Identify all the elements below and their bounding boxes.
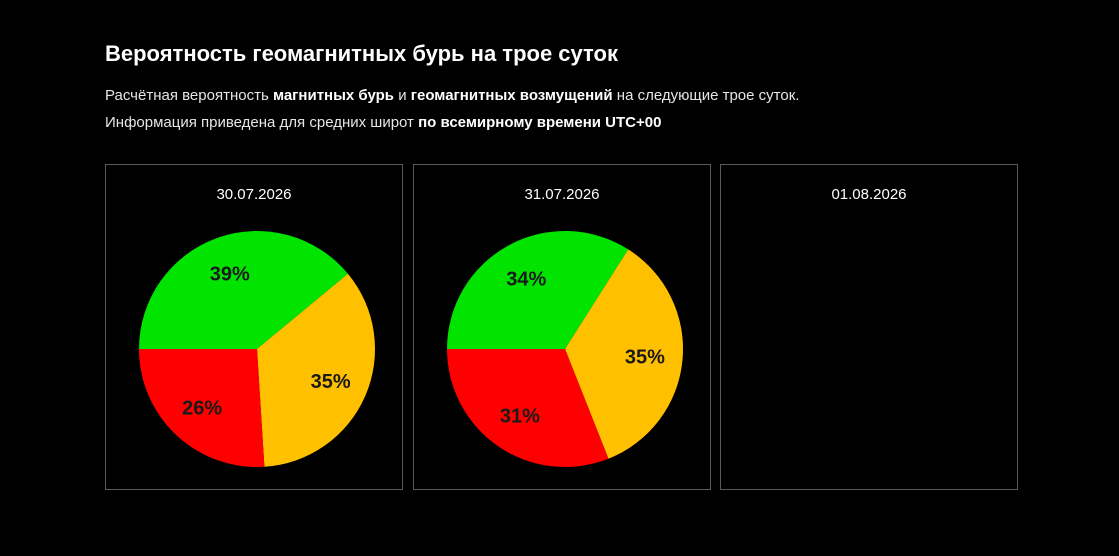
pie-slice-label: 26%: [182, 398, 222, 420]
pie-slice-label: 35%: [311, 371, 351, 393]
forecast-panel-day-2: 31.07.2026 34% 35% 31%: [413, 164, 711, 490]
pie-slice: [565, 249, 683, 459]
desc-text: Расчётная вероятность: [105, 87, 273, 104]
pie-slice-label: 31%: [500, 405, 540, 427]
pie-slice-label: 34%: [506, 269, 546, 291]
page-title: Вероятность геомагнитных бурь на трое су…: [105, 41, 618, 66]
desc-text: на следующие трое суток.: [612, 87, 800, 104]
desc-bold: по всемирному времени UTC+00: [418, 114, 662, 131]
pie-slice: [447, 349, 609, 467]
pie-chart: [721, 165, 1019, 491]
pie-slice: [257, 273, 376, 467]
pie-chart: 39% 35% 26%: [139, 230, 376, 468]
desc-bold: геомагнитных возмущений: [410, 87, 613, 104]
panel-date: 31.07.2026: [524, 186, 600, 203]
forecast-panel-day-1: 30.07.2026 39% 35% 26%: [105, 164, 403, 490]
header: Вероятность геомагнитных бурь на трое су…: [105, 40, 1020, 136]
pie-slice-label: 35%: [625, 347, 665, 369]
desc-text: Информация приведена для средних широт: [105, 114, 419, 131]
pie-slice-label: 39%: [210, 264, 250, 286]
pie-slice: [447, 230, 629, 349]
forecast-panel-day-3: 01.08.2026: [720, 164, 1018, 490]
desc-bold: магнитных бурь: [272, 87, 395, 104]
description-line-1: Расчётная вероятность магнитных бурь и г…: [105, 82, 1020, 109]
panel-date: 30.07.2026: [216, 186, 292, 203]
pie-slice: [139, 230, 348, 349]
pie-chart: 34% 35% 31%: [447, 230, 683, 467]
description: Расчётная вероятность магнитных бурь и г…: [105, 82, 1020, 136]
pie-slice: [139, 349, 265, 468]
description-line-2: Информация приведена для средних широт п…: [105, 109, 1020, 136]
panel-date: 01.08.2026: [831, 186, 907, 203]
desc-text: и: [394, 87, 411, 104]
forecast-panels: 30.07.2026 39% 35% 26% 31.07.2026 34% 35% 31…: [105, 164, 1020, 492]
